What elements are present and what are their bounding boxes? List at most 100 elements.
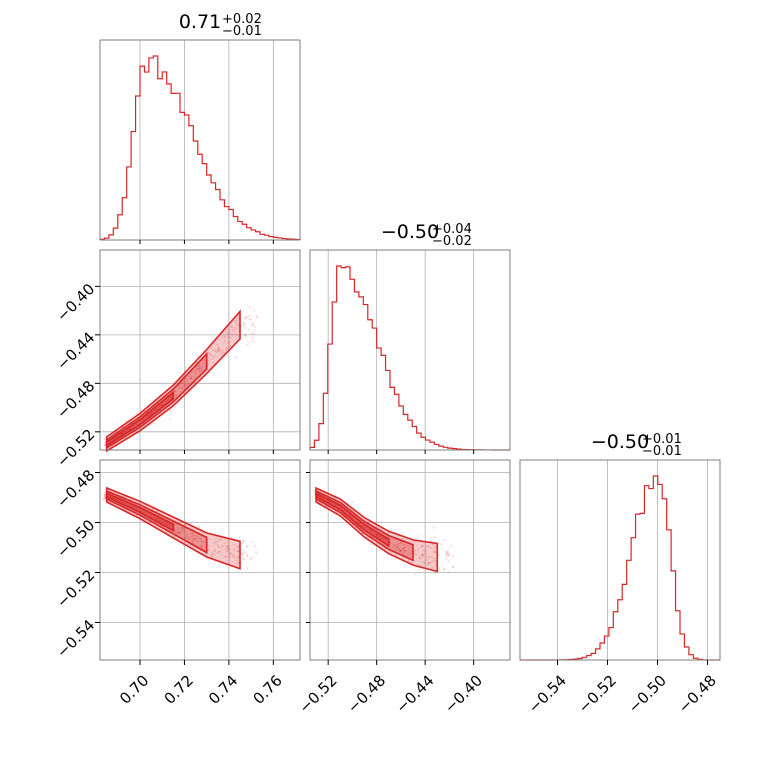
sample-point xyxy=(232,556,235,559)
sample-point xyxy=(225,330,228,333)
title-plus: +0.04 xyxy=(432,222,472,237)
sample-point xyxy=(237,317,240,320)
param-title-0: 0.71 xyxy=(179,11,221,33)
sample-point xyxy=(200,545,203,548)
sample-point xyxy=(432,543,434,546)
sample-point xyxy=(233,544,236,547)
sample-point xyxy=(241,552,244,555)
sample-point xyxy=(179,531,182,534)
sample-point xyxy=(446,551,448,554)
sample-point xyxy=(241,553,244,556)
sample-point xyxy=(427,556,430,559)
sample-point xyxy=(207,363,210,366)
sample-point xyxy=(184,524,187,527)
sample-point xyxy=(225,347,228,350)
sample-point xyxy=(216,540,218,543)
sample-point xyxy=(216,552,219,555)
sample-point xyxy=(243,318,246,321)
sample-point xyxy=(194,372,197,375)
sample-point xyxy=(180,387,182,390)
sample-point xyxy=(196,354,199,357)
sample-point xyxy=(231,333,234,336)
sample-point xyxy=(224,555,227,558)
sample-point xyxy=(236,333,239,336)
sample-point xyxy=(450,544,453,547)
sample-point xyxy=(225,541,228,544)
sample-point xyxy=(208,545,211,548)
sample-point xyxy=(199,367,202,370)
sample-point xyxy=(432,566,435,569)
sample-point xyxy=(174,390,177,393)
sample-point xyxy=(253,545,256,547)
sample-point xyxy=(198,365,201,368)
sample-point xyxy=(110,451,112,453)
sample-point xyxy=(214,349,216,352)
sample-point xyxy=(220,351,223,354)
sample-point xyxy=(197,364,200,367)
sample-point xyxy=(227,342,229,345)
sample-point xyxy=(225,349,227,351)
sample-point xyxy=(200,540,203,543)
sample-point xyxy=(192,541,195,543)
sample-point xyxy=(196,367,198,370)
sample-point xyxy=(236,562,238,565)
sample-point xyxy=(433,551,436,554)
sample-point xyxy=(217,348,220,351)
sample-point xyxy=(425,554,428,557)
sample-point xyxy=(446,551,449,554)
sample-point xyxy=(176,524,178,527)
sample-point xyxy=(418,557,421,560)
sample-point xyxy=(427,545,430,548)
sample-point xyxy=(386,535,389,538)
sample-point xyxy=(242,539,245,542)
sample-point xyxy=(417,535,420,537)
sample-point xyxy=(178,531,181,534)
sample-point xyxy=(434,536,437,538)
sample-point xyxy=(425,559,428,562)
sample-point xyxy=(409,549,412,552)
sample-point xyxy=(243,324,246,327)
sample-point xyxy=(402,547,405,550)
sample-point xyxy=(250,556,253,559)
sample-point xyxy=(226,550,229,553)
histogram-0: 0.71 +0.02−0.01 xyxy=(99,11,301,241)
title-minus: −0.02 xyxy=(432,234,472,249)
sample-point xyxy=(181,528,184,530)
sample-point xyxy=(213,356,216,359)
sample-point xyxy=(395,544,398,547)
sample-point xyxy=(190,532,193,535)
sample-point xyxy=(198,364,201,367)
y-tick-label: −0.52 xyxy=(53,425,98,470)
y-tick-label: −0.44 xyxy=(53,328,98,373)
title-minus: −0.01 xyxy=(642,444,682,459)
sample-point xyxy=(236,324,239,327)
sample-point xyxy=(248,340,251,343)
sample-point xyxy=(199,545,202,548)
sample-point xyxy=(401,548,404,550)
sample-point xyxy=(235,356,238,359)
sample-point xyxy=(236,556,239,559)
sample-point xyxy=(174,530,177,533)
sample-point xyxy=(243,552,246,554)
sample-point xyxy=(399,549,402,552)
sample-point xyxy=(185,384,188,387)
x-tick-label: −0.50 xyxy=(625,671,670,716)
sample-point xyxy=(433,560,436,562)
x-tick-label: 0.72 xyxy=(161,671,197,707)
sample-point xyxy=(445,554,448,557)
sample-point xyxy=(248,318,251,321)
sample-point xyxy=(193,538,196,540)
sample-point xyxy=(434,546,437,548)
sample-point xyxy=(169,409,172,412)
sample-point xyxy=(430,556,433,559)
sample-point xyxy=(210,358,213,361)
sample-point xyxy=(185,536,188,539)
sample-point xyxy=(173,389,176,392)
sample-point xyxy=(217,338,220,341)
sample-point xyxy=(235,321,238,324)
scatter-panel-0 xyxy=(99,249,301,453)
x-tick-label: −0.48 xyxy=(344,671,389,716)
sample-point xyxy=(193,370,196,372)
histogram-step xyxy=(309,265,510,451)
